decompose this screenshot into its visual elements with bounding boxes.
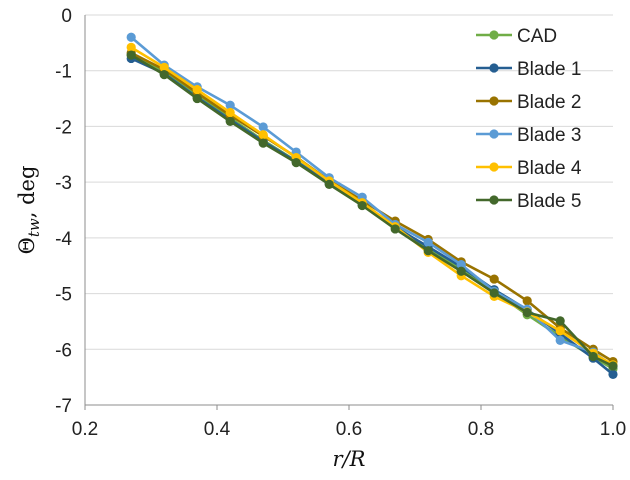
data-point: [225, 107, 235, 118]
legend-item: CAD: [476, 26, 557, 47]
legend-label: Blade 2: [517, 92, 581, 113]
legend-item: Blade 2: [476, 92, 581, 113]
data-point: [423, 246, 433, 256]
series-line: [130, 53, 614, 368]
data-point: [126, 42, 136, 52]
x-axis-label: r/R: [333, 447, 366, 471]
y-tick-label: -5: [55, 285, 72, 306]
data-point: [258, 138, 268, 148]
data-point: [489, 288, 499, 298]
data-point: [192, 93, 202, 104]
data-point: [126, 50, 136, 60]
data-point: [456, 260, 466, 270]
data-point: [258, 122, 268, 132]
data-point: [324, 179, 334, 189]
legend-item: Blade 4: [476, 158, 582, 179]
data-point: [126, 32, 136, 42]
data-point: [390, 224, 400, 234]
y-tick-label: 0: [61, 6, 72, 27]
legend-label: Blade 3: [517, 125, 581, 146]
data-point: [159, 62, 169, 72]
y-axis-label-unit: , deg: [15, 166, 39, 219]
data-series: [126, 32, 618, 379]
tick-labels: 0 -1 -2 -3 -4 -5 -6 -70.2 0.4 0.6 0.8 1.0: [55, 6, 626, 440]
y-tick-label: -1: [55, 62, 72, 83]
legend-label: Blade 1: [517, 59, 581, 80]
legend-swatch-marker: [489, 162, 499, 172]
data-point: [608, 361, 618, 371]
legend-swatch-marker: [489, 63, 499, 73]
y-axis-label: Θtw, deg: [15, 166, 43, 255]
data-point: [291, 158, 301, 168]
x-tick-label: 0.4: [204, 419, 231, 440]
legend-label: CAD: [517, 26, 557, 47]
x-tick-label: 0.2: [72, 419, 98, 440]
data-point: [225, 116, 235, 127]
y-axis-label-subscript: tw: [25, 218, 43, 237]
series-line: [130, 36, 614, 368]
data-point: [423, 237, 433, 247]
legend-item: Blade 1: [476, 59, 581, 80]
legend-item: Blade 5: [476, 191, 581, 212]
series-line: [130, 46, 614, 367]
legend-label: Blade 5: [517, 191, 581, 212]
data-point: [225, 100, 235, 110]
data-point: [522, 307, 532, 318]
y-tick-label: -6: [55, 340, 72, 361]
y-tick-label: -3: [55, 173, 72, 194]
legend-swatch-marker: [489, 96, 499, 106]
data-point: [522, 296, 532, 306]
data-point: [456, 266, 466, 276]
legend-swatch-marker: [489, 129, 499, 139]
x-tick-label: 0.6: [336, 419, 362, 440]
y-tick-label: -7: [55, 396, 72, 417]
series-blade-5: [126, 50, 618, 371]
data-point: [555, 326, 565, 336]
y-tick-label: -4: [55, 229, 72, 250]
data-point: [357, 200, 367, 211]
legend-item: Blade 3: [476, 125, 581, 146]
legend-label: Blade 4: [517, 158, 582, 179]
x-tick-label: 1.0: [600, 419, 626, 440]
data-point: [192, 85, 202, 95]
data-point: [608, 369, 618, 379]
y-axis-label-main: Θ: [15, 237, 39, 254]
data-point: [555, 316, 565, 326]
legend-swatch-marker: [489, 195, 499, 205]
data-point: [258, 130, 268, 140]
data-point: [159, 70, 169, 80]
legend: CAD Blade 1 Blade 2 Blade 3 Blade 4 Blade 5: [476, 26, 582, 212]
data-point: [555, 335, 565, 345]
x-tick-label: 0.8: [468, 419, 494, 440]
y-tick-label: -2: [55, 117, 72, 138]
data-point: [489, 274, 499, 284]
legend-swatch-marker: [489, 30, 499, 40]
data-point: [588, 351, 598, 362]
